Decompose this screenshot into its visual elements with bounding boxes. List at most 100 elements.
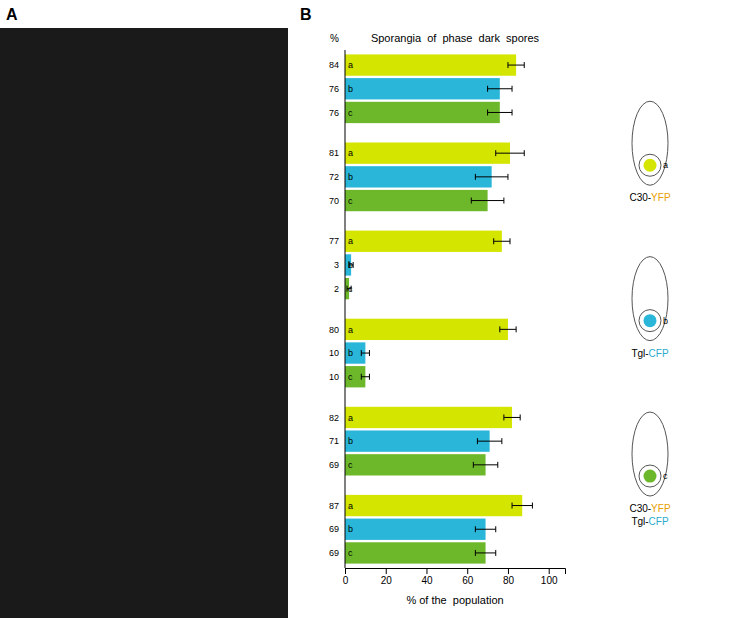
data-label: 69 — [329, 524, 339, 534]
legend-caption: C30-YFP — [629, 503, 670, 514]
x-tick: 100 — [541, 568, 558, 586]
x-tick-mark — [426, 568, 427, 574]
x-tick-mark — [386, 568, 387, 574]
legend-swatch — [644, 470, 657, 483]
caption-part: YFP — [651, 192, 671, 203]
panel-a-placeholder — [0, 28, 288, 618]
bar — [345, 231, 502, 252]
legend-item: cC30-YFPTgl-CFP — [629, 412, 670, 527]
legend-caption: C30-YFP — [629, 192, 670, 203]
error-bar — [471, 198, 504, 204]
error-bar — [508, 62, 524, 68]
x-tick-mark — [549, 568, 550, 574]
x-tick: 0 — [343, 568, 349, 586]
bar-letter: b — [348, 84, 353, 94]
caption-part: Tgl- — [631, 348, 648, 359]
panel-label: B — [300, 6, 312, 23]
x-axis: 0 20 40 60 80 100 — [343, 568, 566, 586]
error-bar — [475, 174, 508, 180]
error-bar — [475, 550, 495, 556]
plot-area — [345, 54, 532, 563]
error-bar — [488, 86, 512, 92]
x-tick-label: 80 — [503, 575, 515, 586]
legend-swatch — [644, 314, 657, 327]
bar — [345, 54, 516, 75]
error-bar — [477, 438, 501, 444]
legend-swatch — [644, 159, 657, 172]
data-label: 3 — [334, 260, 339, 270]
bar — [345, 495, 522, 516]
bar — [345, 454, 486, 475]
error-bar — [473, 462, 497, 468]
data-label: 76 — [329, 108, 339, 118]
x-tick-label: 100 — [541, 575, 558, 586]
legend-label: b — [663, 316, 668, 326]
bar — [345, 519, 486, 540]
bar-letter: c — [348, 548, 353, 558]
data-label: 2 — [334, 284, 339, 294]
data-label: 76 — [329, 84, 339, 94]
bar — [345, 542, 486, 563]
data-label: 71 — [329, 436, 339, 446]
sporangium-outline — [632, 101, 668, 185]
bar-letter: a — [348, 148, 353, 158]
caption-part: C30- — [629, 503, 651, 514]
column-header: % — [330, 33, 339, 44]
x-tick-label: 60 — [462, 575, 474, 586]
data-label: 69 — [329, 548, 339, 558]
error-bar — [361, 350, 369, 356]
bar-letter: a — [348, 325, 353, 335]
data-label: 70 — [329, 196, 339, 206]
bar — [345, 143, 510, 164]
bar-letter: b — [348, 172, 353, 182]
x-tick-mark — [345, 568, 346, 574]
legend-caption: Tgl-CFP — [631, 348, 669, 359]
spore-outline — [639, 154, 661, 176]
error-bar — [496, 150, 525, 156]
spore-outline — [639, 465, 661, 487]
bar-letter: a — [348, 501, 353, 511]
bar-letter: a — [348, 236, 353, 246]
bar — [345, 102, 500, 123]
x-tick: 20 — [381, 568, 393, 586]
subtitle: Sporangia of phase dark spores — [371, 32, 540, 44]
data-label: 87 — [329, 501, 339, 511]
caption-part: CFP — [649, 348, 669, 359]
bar-letter: c — [348, 460, 353, 470]
caption-part: C30- — [629, 192, 651, 203]
bar-letter: c — [348, 284, 353, 294]
x-tick: 40 — [421, 568, 433, 586]
legend: aC30-YFPbTgl-CFPcC30-YFPTgl-CFP — [629, 101, 670, 527]
x-tick: 60 — [462, 568, 474, 586]
caption-part: YFP — [651, 503, 671, 514]
x-axis-line — [346, 569, 566, 575]
bar-letter: b — [348, 348, 353, 358]
bar-letter: a — [348, 413, 353, 423]
data-label: 82 — [329, 413, 339, 423]
bar-letter: c — [348, 196, 353, 206]
sporangium-outline — [632, 412, 668, 496]
data-label: 84 — [329, 60, 339, 70]
x-tick-mark — [508, 568, 509, 574]
panel-label: A — [6, 6, 18, 23]
data-label: 10 — [329, 372, 339, 382]
caption-part: CFP — [649, 516, 669, 527]
bar-texts: aaaaaabbbbbbcccccc8481778082877672310716… — [329, 60, 353, 558]
data-label: 10 — [329, 348, 339, 358]
x-axis-label: % of the population — [406, 594, 503, 606]
error-bar — [494, 238, 510, 244]
x-tick: 80 — [503, 568, 515, 586]
bar — [345, 319, 508, 340]
error-bar — [361, 374, 369, 380]
bar — [345, 430, 490, 451]
legend-caption: Tgl-CFP — [631, 516, 669, 527]
bar-letter: c — [348, 372, 353, 382]
data-label: 80 — [329, 325, 339, 335]
legend-item: aC30-YFP — [629, 101, 670, 203]
error-bar — [475, 526, 495, 532]
bar — [345, 407, 512, 428]
bar — [345, 166, 492, 187]
sporangium-outline — [632, 257, 668, 341]
bar-letter: b — [348, 436, 353, 446]
x-tick-label: 0 — [343, 575, 349, 586]
